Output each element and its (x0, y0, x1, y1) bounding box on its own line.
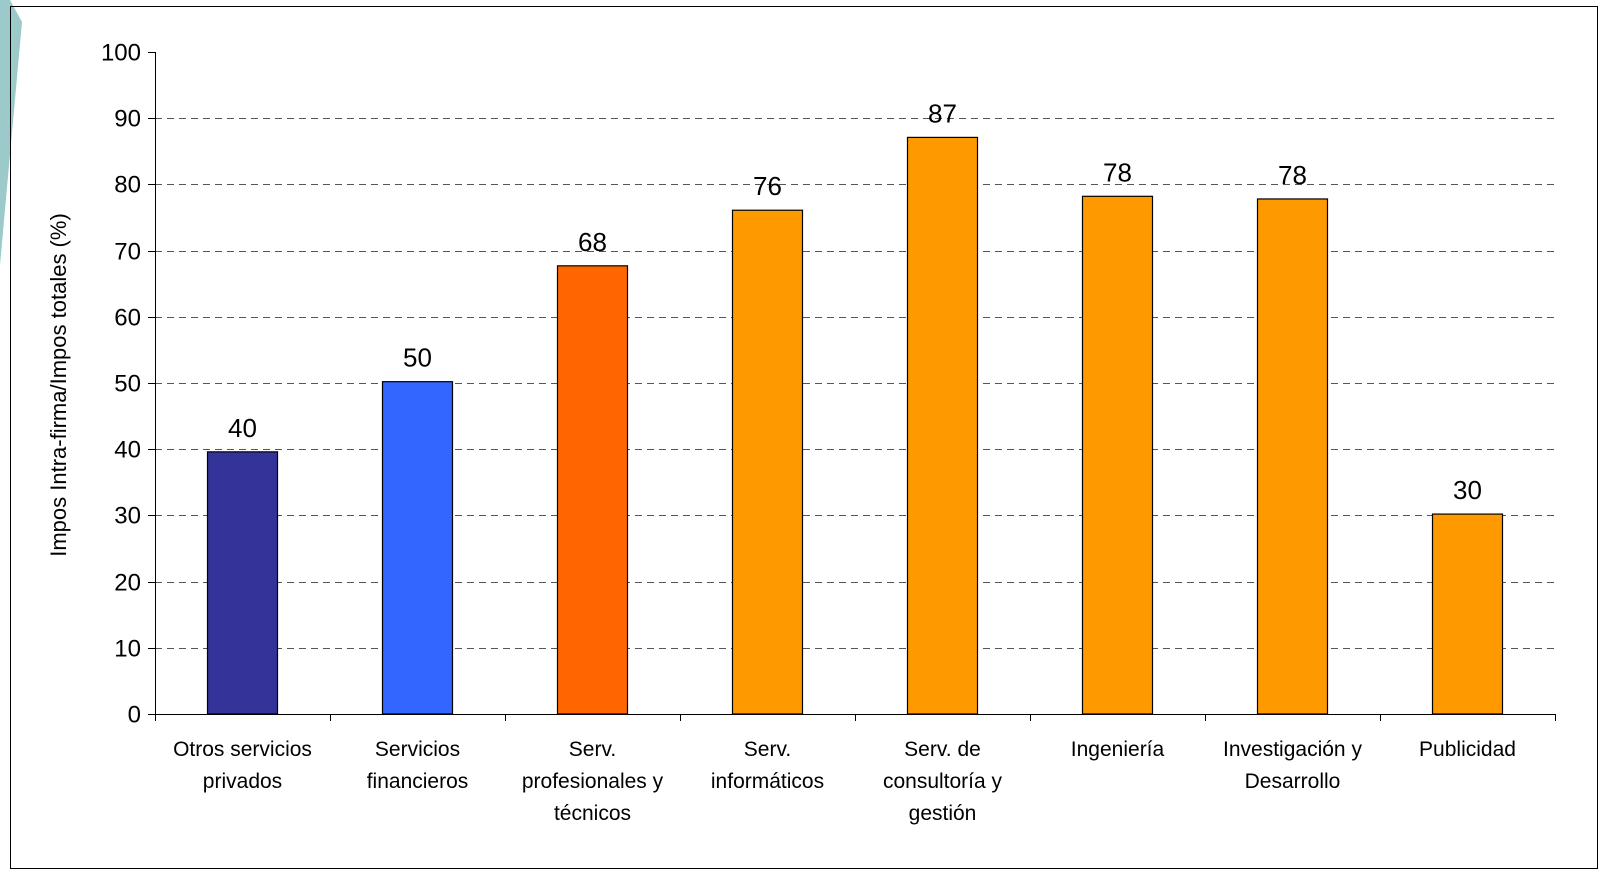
y-tick-label: 30 (114, 503, 141, 530)
y-axis-label: Impos Intra-firma/Impos totales (%) (46, 213, 71, 557)
x-tick-label-line: profesionales y (522, 770, 664, 793)
x-tick-label: Serv. informáticos (711, 738, 824, 793)
bar (556, 265, 629, 715)
data-label: 78 (1103, 157, 1132, 187)
y-tick-label: 80 (114, 172, 141, 199)
x-tick-label: Investigación y Desarrollo (1223, 738, 1362, 793)
x-tick-label-line: Otros servicios (173, 738, 312, 761)
x-tick-label: Serv. de consultoría y gestión (883, 738, 1003, 825)
x-tick-label-line: informáticos (711, 770, 824, 793)
x-tick-label-line: Publicidad (1419, 738, 1516, 761)
x-tick-label: Servicios financieros (367, 738, 469, 793)
x-tick-label-line: consultoría y (883, 770, 1003, 793)
data-label: 76 (753, 171, 782, 201)
bar (381, 381, 454, 715)
bar (731, 209, 804, 715)
data-label: 50 (403, 343, 432, 373)
x-tick-label-line: financieros (367, 770, 469, 793)
x-tick-label: Publicidad (1419, 738, 1516, 761)
x-tick-label-line: Investigación y (1223, 738, 1362, 761)
x-tick-label: Serv. profesionales y técnicos (522, 738, 664, 825)
x-tick-label-line: Servicios (375, 738, 460, 761)
bar (206, 451, 279, 715)
x-tick-label-line: Serv. (569, 738, 616, 761)
data-labels: 40 50 68 76 87 78 78 30 (228, 98, 1482, 505)
y-tick-label: 60 (114, 305, 141, 332)
y-tick-label: 100 (101, 40, 141, 67)
x-tick-label-line: gestión (909, 802, 977, 825)
x-tick-label-line: Ingeniería (1071, 738, 1165, 761)
bar (906, 136, 979, 715)
x-tick-label: Ingeniería (1071, 738, 1165, 761)
x-tick-label-line: técnicos (554, 802, 631, 825)
y-tick-label: 40 (114, 437, 141, 464)
x-tick-labels: Otros servicios privados Servicios financie… (173, 738, 1516, 825)
y-tick-label: 90 (114, 106, 141, 133)
data-label: 78 (1278, 160, 1307, 190)
x-tick-label-line: privados (203, 770, 282, 793)
x-tick-label: Otros servicios privados (173, 738, 312, 793)
axes (148, 52, 1556, 721)
gridlines (155, 118, 1555, 649)
x-tick-label-line: Serv. (744, 738, 791, 761)
data-label: 68 (578, 227, 607, 257)
y-tick-label: 0 (128, 702, 141, 729)
y-tick-labels: 0 10 20 30 40 50 60 70 80 90 100 (101, 40, 141, 729)
chart-border (10, 6, 1598, 869)
y-tick-label: 70 (114, 239, 141, 266)
bar (1256, 198, 1329, 715)
data-label: 87 (928, 98, 957, 128)
y-tick-label: 20 (114, 570, 141, 597)
y-tick-label: 50 (114, 371, 141, 398)
data-label: 40 (228, 413, 257, 443)
x-tick-label-line: Serv. de (904, 738, 981, 761)
bar (1081, 195, 1154, 715)
y-tick-label: 10 (114, 636, 141, 663)
bars (206, 136, 1504, 715)
bar (1431, 513, 1504, 715)
x-tick-label-line: Desarrollo (1245, 770, 1341, 793)
data-label: 30 (1453, 475, 1482, 505)
